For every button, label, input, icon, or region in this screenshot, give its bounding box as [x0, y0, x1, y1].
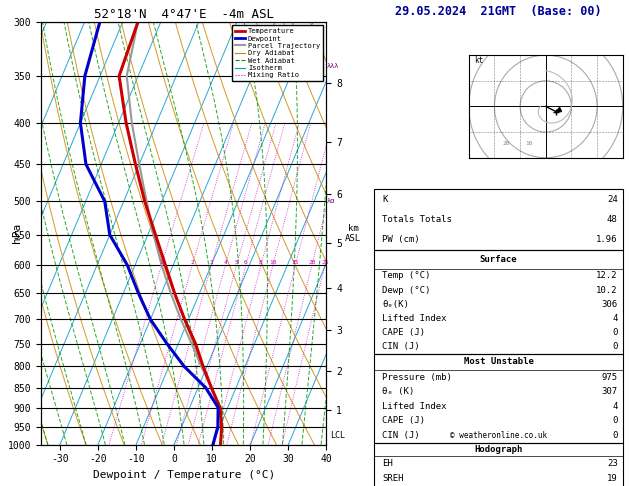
Text: 4: 4	[223, 260, 227, 265]
Text: 8: 8	[259, 260, 263, 265]
Text: Lifted Index: Lifted Index	[382, 314, 447, 323]
Text: λα: λα	[326, 198, 335, 204]
Text: 20: 20	[308, 260, 316, 265]
Text: CAPE (J): CAPE (J)	[382, 328, 425, 337]
Text: 19: 19	[607, 474, 618, 483]
Text: 48: 48	[607, 215, 618, 224]
Text: 12.2: 12.2	[596, 271, 618, 280]
Text: 6: 6	[244, 260, 248, 265]
Text: Pressure (mb): Pressure (mb)	[382, 373, 452, 382]
Text: Temp (°C): Temp (°C)	[382, 271, 430, 280]
Text: 2: 2	[191, 260, 194, 265]
Text: θₑ(K): θₑ(K)	[382, 300, 409, 309]
Text: Dewp (°C): Dewp (°C)	[382, 286, 430, 295]
Text: 0: 0	[613, 416, 618, 425]
Text: hPa: hPa	[13, 223, 23, 243]
Text: 4: 4	[613, 401, 618, 411]
Text: PW (cm): PW (cm)	[382, 236, 420, 244]
Text: Totals Totals: Totals Totals	[382, 215, 452, 224]
Text: CIN (J): CIN (J)	[382, 342, 420, 351]
Text: CIN (J): CIN (J)	[382, 431, 420, 440]
Text: 4: 4	[613, 314, 618, 323]
Text: 0: 0	[613, 342, 618, 351]
Text: 1.96: 1.96	[596, 236, 618, 244]
Text: © weatheronline.co.uk: © weatheronline.co.uk	[450, 432, 547, 440]
Text: 307: 307	[601, 387, 618, 396]
Text: Surface: Surface	[480, 255, 518, 264]
Bar	[374, 354, 623, 443]
Text: 25: 25	[321, 260, 328, 265]
Text: λλλ: λλλ	[326, 63, 339, 69]
Text: 24: 24	[607, 194, 618, 204]
Text: 0: 0	[613, 431, 618, 440]
Title: 52°18'N  4°47'E  -4m ASL: 52°18'N 4°47'E -4m ASL	[94, 8, 274, 21]
X-axis label: Dewpoint / Temperature (°C): Dewpoint / Temperature (°C)	[92, 470, 275, 480]
Y-axis label: km
ASL: km ASL	[345, 224, 361, 243]
Bar	[374, 189, 623, 250]
Text: θₑ (K): θₑ (K)	[382, 387, 414, 396]
Bar	[374, 250, 623, 354]
Text: Hodograph: Hodograph	[474, 445, 523, 454]
Bar	[374, 443, 623, 486]
Text: 975: 975	[601, 373, 618, 382]
Text: 5: 5	[235, 260, 238, 265]
Text: 15: 15	[292, 260, 299, 265]
Text: 10.2: 10.2	[596, 286, 618, 295]
Text: 10: 10	[269, 260, 277, 265]
Text: SREH: SREH	[382, 474, 403, 483]
Text: 306: 306	[601, 300, 618, 309]
Text: Lifted Index: Lifted Index	[382, 401, 447, 411]
Text: Most Unstable: Most Unstable	[464, 357, 533, 366]
Text: EH: EH	[382, 459, 392, 468]
Text: LCL: LCL	[331, 431, 345, 440]
Text: 3: 3	[209, 260, 213, 265]
Text: 23: 23	[607, 459, 618, 468]
Text: 0: 0	[613, 328, 618, 337]
Legend: Temperature, Dewpoint, Parcel Trajectory, Dry Adiabat, Wet Adiabat, Isotherm, Mi: Temperature, Dewpoint, Parcel Trajectory…	[232, 25, 323, 81]
Text: 29.05.2024  21GMT  (Base: 00): 29.05.2024 21GMT (Base: 00)	[395, 5, 602, 17]
Text: 1: 1	[160, 260, 164, 265]
Text: CAPE (J): CAPE (J)	[382, 416, 425, 425]
Text: K: K	[382, 194, 387, 204]
